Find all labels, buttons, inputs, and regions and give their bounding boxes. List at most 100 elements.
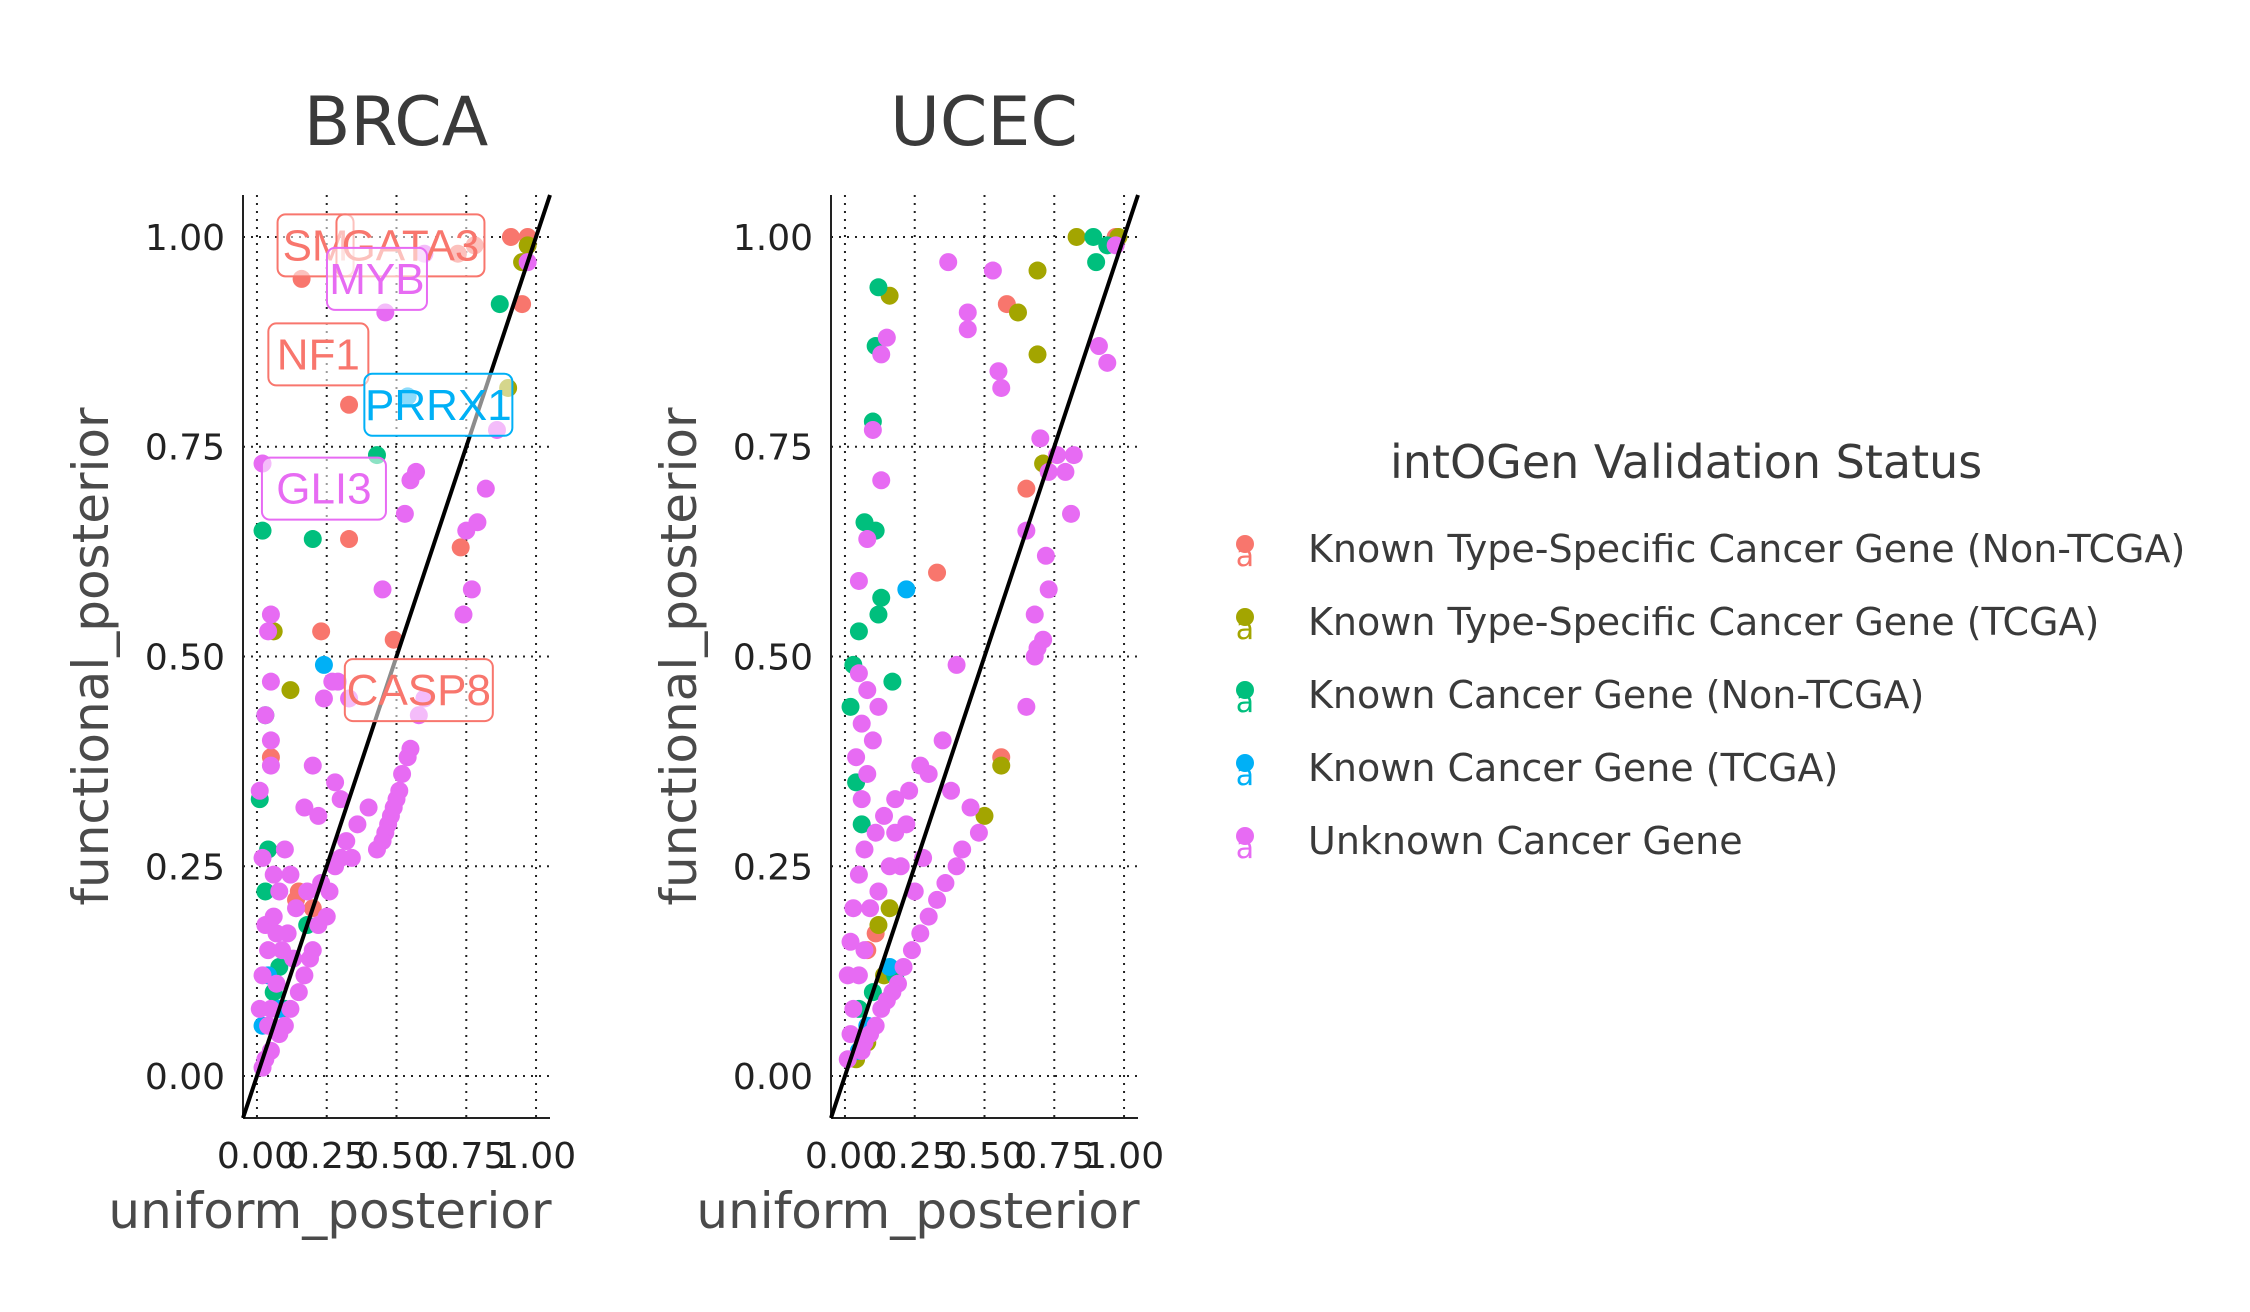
data-point <box>897 815 916 834</box>
x-tick-label: 0.00 <box>805 1136 885 1177</box>
data-point <box>1098 353 1117 372</box>
data-point <box>855 941 874 960</box>
data-point <box>1036 546 1055 565</box>
data-point <box>953 840 972 859</box>
data-point <box>847 748 866 767</box>
data-point <box>894 957 913 976</box>
legend-key-glyph: a <box>1236 758 1254 793</box>
legend-key-point <box>1236 827 1254 845</box>
data-point <box>858 764 877 783</box>
data-point <box>969 823 988 842</box>
data-point <box>1028 261 1047 280</box>
legend-entry: a Known Cancer Gene (Non-TCGA) <box>1236 673 1925 720</box>
y-tick-label: 0.25 <box>145 847 225 888</box>
legend-key-point <box>1236 608 1254 626</box>
data-point <box>342 848 361 867</box>
data-point <box>1084 227 1103 246</box>
data-point <box>1039 580 1058 599</box>
data-point <box>259 941 278 960</box>
data-point <box>872 345 891 364</box>
data-point <box>264 907 283 926</box>
data-point <box>902 941 921 960</box>
data-point <box>872 471 891 490</box>
data-point <box>844 999 863 1018</box>
data-point <box>858 681 877 700</box>
data-point <box>958 320 977 339</box>
data-point <box>900 781 919 800</box>
x-tick-label: 0.25 <box>287 1136 367 1177</box>
data-point <box>454 605 473 624</box>
points <box>838 227 1128 1069</box>
data-point <box>1017 479 1036 498</box>
data-point <box>320 882 339 901</box>
x-tick-label: 0.50 <box>356 1136 436 1177</box>
y-tick-label: 0.00 <box>733 1057 813 1098</box>
data-point <box>1056 462 1075 481</box>
data-point <box>992 756 1011 775</box>
legend-title: intOGen Validation Status <box>1390 435 1982 489</box>
data-point <box>476 479 495 498</box>
data-point <box>317 907 336 926</box>
data-point <box>359 798 378 817</box>
data-point <box>267 924 286 943</box>
gene-label: CASP8 <box>347 666 491 715</box>
y-tick-label: 1.00 <box>145 218 225 259</box>
legend-key-glyph: a <box>1236 612 1254 647</box>
data-point <box>281 681 300 700</box>
data-point <box>1017 697 1036 716</box>
data-point <box>875 806 894 825</box>
x-axis-title: uniform_posterior <box>108 1182 552 1240</box>
data-point <box>939 253 958 272</box>
data-point <box>395 504 414 523</box>
data-point <box>281 999 300 1018</box>
y-tick-label: 0.50 <box>733 638 813 679</box>
x-tick-label: 0.50 <box>944 1136 1024 1177</box>
data-point <box>314 655 333 674</box>
data-point <box>303 756 322 775</box>
data-point <box>326 857 345 876</box>
data-point <box>872 588 891 607</box>
data-point <box>936 874 955 893</box>
data-point <box>852 815 871 834</box>
reference-line <box>241 194 552 1119</box>
data-point <box>393 764 412 783</box>
panel-title: UCEC <box>890 83 1078 162</box>
x-tick-label: 0.25 <box>875 1136 955 1177</box>
ucec-panel: UCEC0.000.250.500.751.000.000.250.500.75… <box>650 83 1164 1240</box>
data-point <box>869 697 888 716</box>
data-point <box>992 378 1011 397</box>
data-point <box>462 580 481 599</box>
y-axis-title: functional_posterior <box>650 407 708 906</box>
data-point <box>1064 446 1083 465</box>
data-point <box>1031 429 1050 448</box>
data-point <box>933 731 952 750</box>
data-point <box>261 731 280 750</box>
data-point <box>861 899 880 918</box>
legend-key-glyph: a <box>1236 539 1254 574</box>
data-point <box>490 295 509 314</box>
data-point <box>300 949 319 968</box>
y-tick-label: 0.75 <box>733 428 813 469</box>
legend-label: Known Type-Specific Cancer Gene (Non-TCG… <box>1308 527 2185 571</box>
x-tick-label: 1.00 <box>496 1136 576 1177</box>
data-point <box>326 773 345 792</box>
data-point <box>911 924 930 943</box>
x-tick-label: 0.00 <box>217 1136 297 1177</box>
data-point <box>373 580 392 599</box>
legend-entry: a Known Type-Specific Cancer Gene (Non-TC… <box>1236 527 2186 574</box>
data-point <box>1089 337 1108 356</box>
data-point <box>886 790 905 809</box>
y-axis-title: functional_posterior <box>62 407 120 906</box>
reference-line <box>829 194 1140 1119</box>
legend-key-glyph: a <box>1236 831 1254 866</box>
data-point <box>1025 605 1044 624</box>
gene-label: PRRX1 <box>365 381 512 430</box>
data-point <box>253 848 272 867</box>
data-point <box>267 974 286 993</box>
legend-entry: a Known Type-Specific Cancer Gene (TCGA) <box>1236 600 2100 647</box>
data-point <box>841 697 860 716</box>
y-tick-label: 0.00 <box>145 1057 225 1098</box>
data-point <box>1025 647 1044 666</box>
data-point <box>261 605 280 624</box>
